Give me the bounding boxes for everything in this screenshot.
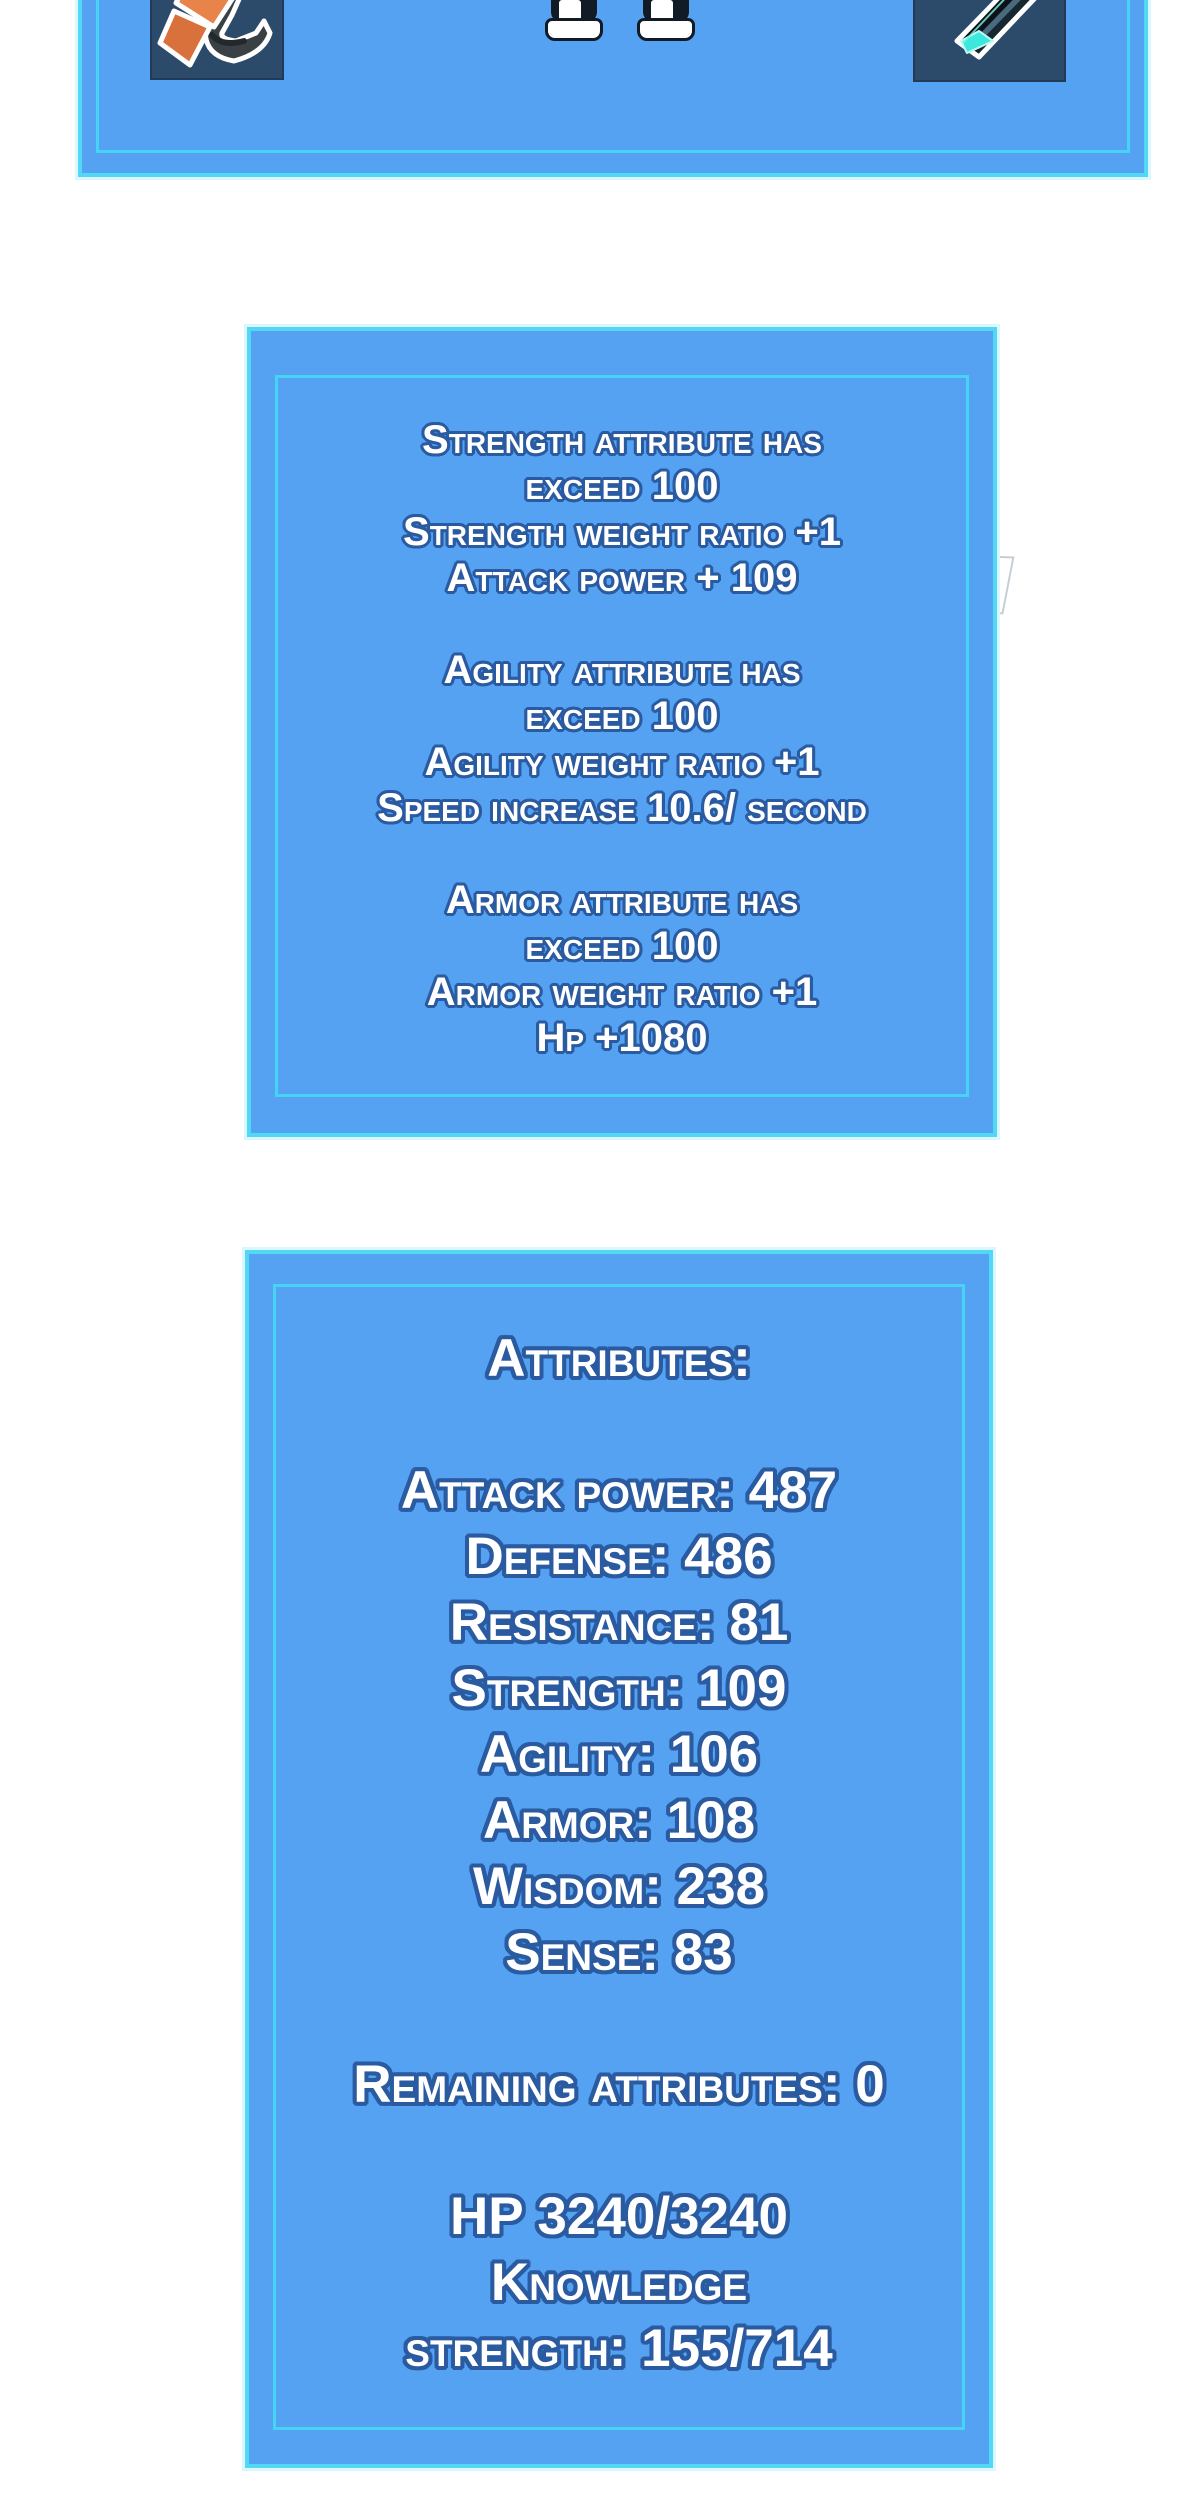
buff-text-line: [251, 601, 993, 647]
buff-text-block: Strength attribute has exceed 100 Streng…: [251, 417, 993, 1061]
buff-text-line: Armor attribute has: [445, 878, 799, 922]
attributes-text-block: Attributes: Attack power: 487 Defense: 4…: [249, 1326, 989, 2382]
buff-text-line: exceed 100: [525, 464, 719, 508]
sneakers-icon: [543, 0, 699, 44]
attribute-text-line: Sense: 83: [505, 1923, 733, 1982]
buff-text-line: Hp +1080: [536, 1016, 708, 1060]
equipment-slot-blade: [913, 0, 1066, 82]
attribute-text-line: Wisdom: 238: [472, 1857, 766, 1916]
sneaker-sole: [545, 18, 603, 41]
attribute-text-line: Armor: 108: [482, 1791, 756, 1850]
attribute-text-line: Strength: 109: [451, 1659, 787, 1718]
buff-text-line: [251, 831, 993, 877]
buff-text-line: Strength weight ratio +1: [403, 510, 841, 554]
attribute-text-line: strength: 155/714: [405, 2319, 833, 2378]
attribute-text-line: HP 3240/3240: [450, 2187, 788, 2246]
attribute-text-line: Knowledge: [490, 2253, 748, 2312]
buff-text-line: Speed increase 10.6/ second: [377, 786, 867, 830]
equipment-panel: [78, 0, 1148, 177]
buff-text-line: Agility weight ratio +1: [424, 740, 820, 784]
attribute-text-line: Agility: 106: [479, 1725, 759, 1784]
buff-text-line: Attack power + 109: [446, 556, 798, 600]
attribute-text-line: Attack power: 487: [400, 1461, 838, 1520]
buff-text-line: Armor weight ratio +1: [426, 970, 818, 1014]
sneaker-sole: [637, 18, 695, 41]
buff-status-panel: Strength attribute has exceed 100 Streng…: [247, 327, 997, 1137]
attribute-text-line: Defense: 486: [465, 1527, 773, 1586]
buff-text-line: Agility attribute has: [443, 648, 801, 692]
buff-text-line: exceed 100: [525, 924, 719, 968]
sneaker-right: [637, 0, 695, 44]
equipment-slot-boots: [150, 0, 284, 80]
heeled-boots-icon: [157, 0, 273, 68]
attribute-text-line: [249, 1986, 989, 2052]
teal-blade-icon: [954, 0, 1037, 60]
sneaker-left: [545, 0, 603, 44]
attributes-panel: Attributes: Attack power: 487 Defense: 4…: [245, 1250, 993, 2468]
attribute-text-line: Attributes:: [487, 1329, 751, 1388]
attribute-text-line: Resistance: 81: [449, 1593, 789, 1652]
attribute-text-line: Remaining attributes: 0: [353, 2055, 885, 2114]
attribute-text-line: [249, 1392, 989, 1458]
buff-text-line: Strength attribute has: [422, 418, 822, 462]
attribute-text-line: [249, 2118, 989, 2184]
buff-text-line: exceed 100: [525, 694, 719, 738]
